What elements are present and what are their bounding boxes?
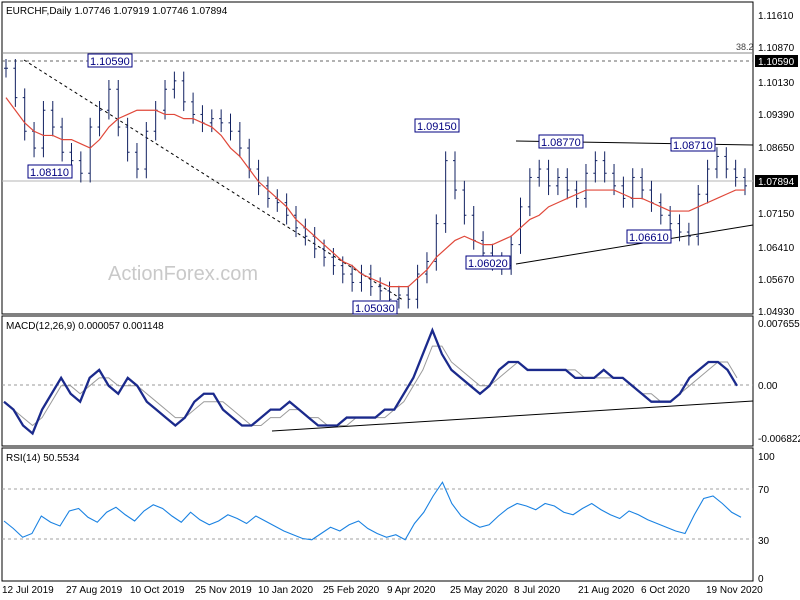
- current-price-box: [755, 175, 798, 187]
- macd-trendline: [271, 400, 754, 432]
- fib-level-text: 1.10590: [758, 57, 795, 68]
- annotation-1-05030: 1.05030: [355, 303, 395, 315]
- x-tick-5: 10 Jan 2020: [258, 585, 313, 596]
- x-tick-11: 6 Oct 2020: [641, 585, 690, 596]
- fib-level-box: [755, 55, 798, 67]
- x-tick-3: 10 Oct 2019: [130, 585, 185, 596]
- price-header: EURCHF,Daily 1.07746 1.07919 1.07746 1.0…: [6, 6, 228, 17]
- macd-main-line: [3, 327, 738, 436]
- macd-tick-top: 0.007655: [758, 319, 800, 330]
- rsi-tick-30: 30: [758, 536, 770, 547]
- current-price-text: 1.07894: [758, 177, 795, 188]
- watermark: ActionForex.com: [108, 263, 258, 285]
- annotation-1-08710: 1.08710: [673, 140, 713, 152]
- price-tick-7: 1.06410: [758, 243, 795, 254]
- fib-line-group: 38.2: [2, 42, 754, 62]
- price-tick-5: 1.08650: [758, 143, 795, 154]
- price-tick-9: 1.04930: [758, 307, 795, 318]
- macd-signal-line: [3, 345, 738, 427]
- support-line: [515, 224, 754, 265]
- rsi-line: [3, 481, 742, 541]
- annotation-box-1-10590: [87, 53, 133, 68]
- x-tick-10: 21 Aug 2020: [578, 585, 635, 596]
- rsi-tick-70: 70: [758, 485, 770, 496]
- price-tick-2: 1.10870: [758, 43, 795, 54]
- macd-tick-bottom: -0.006822: [758, 434, 800, 445]
- fib-38-label: 38.2: [736, 42, 754, 52]
- price-axis: 1.11610 1.10870 1.10130 1.09390 1.08650 …: [755, 11, 798, 318]
- macd-tick-zero: 0.00: [758, 381, 778, 392]
- price-annotations: 1.10590 1.08110 1.09150 1.08770 1.08710 …: [27, 53, 716, 315]
- price-tick-4: 1.09390: [758, 110, 795, 121]
- x-tick-8: 25 May 2020: [450, 585, 508, 596]
- price-tick-1: 1.11610: [758, 11, 794, 22]
- price-bars: [4, 59, 747, 309]
- rsi-header: RSI(14) 50.5534: [6, 453, 80, 464]
- x-tick-1: 12 Jul 2019: [2, 585, 54, 596]
- rsi-panel: [1, 447, 754, 582]
- annotation-1-06610: 1.06610: [629, 232, 669, 244]
- x-axis: 12 Jul 2019 27 Aug 2019 10 Oct 2019 25 N…: [2, 585, 763, 596]
- x-tick-2: 27 Aug 2019: [66, 585, 123, 596]
- price-tick-3: 1.10130: [758, 78, 795, 89]
- x-tick-7: 9 Apr 2020: [387, 585, 436, 596]
- annotation-box-1-06610: [626, 229, 672, 244]
- x-tick-12: 19 Nov 2020: [706, 585, 763, 596]
- annotation-box-1-05030: [352, 300, 398, 315]
- macd-header: MACD(12,26,9) 0.000057 0.001148: [6, 321, 164, 332]
- macd-panel: [1, 315, 754, 447]
- annotation-1-08770: 1.08770: [541, 137, 581, 149]
- annotation-box-1-08710: [670, 137, 716, 152]
- annotation-box-1-08110: [27, 164, 73, 179]
- annotation-box-1-06020: [465, 255, 511, 270]
- annotation-box-1-08770: [538, 134, 584, 149]
- x-tick-4: 25 Nov 2019: [195, 585, 252, 596]
- x-tick-6: 25 Feb 2020: [323, 585, 380, 596]
- annotation-1-06020: 1.06020: [468, 258, 508, 270]
- annotation-1-10590: 1.10590: [90, 56, 130, 68]
- moving-average-line: [5, 97, 745, 288]
- downtrend-line: [23, 59, 404, 301]
- price-tick-6: 1.07150: [758, 209, 795, 220]
- rsi-tick-0: 0: [758, 574, 764, 585]
- annotation-1-08110: 1.08110: [30, 167, 69, 179]
- x-tick-9: 8 Jul 2020: [514, 585, 561, 596]
- annotation-1-09150: 1.09150: [417, 121, 457, 133]
- rsi-tick-100: 100: [758, 452, 775, 463]
- price-tick-8: 1.05670: [758, 275, 795, 286]
- annotation-box-1-09150: [414, 118, 460, 133]
